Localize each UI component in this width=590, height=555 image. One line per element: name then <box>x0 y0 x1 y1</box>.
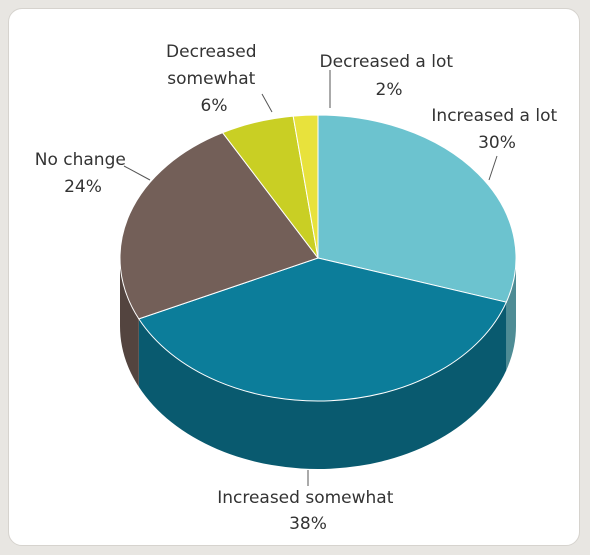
pie-slice-increased-somewhat <box>138 257 508 402</box>
leader-increased-a-lot <box>488 155 498 181</box>
pie-side-increased-somewhat <box>138 302 507 470</box>
label-increased-a-lot: Increased a lot 30% <box>431 106 562 153</box>
leader-no-change <box>123 165 151 181</box>
leader-line-group <box>123 70 498 486</box>
label-decreased-somewhat: Decreased somewhat 6% <box>166 42 262 116</box>
pie-top-group <box>119 114 517 402</box>
pie-side-increased-a-lot <box>506 258 516 371</box>
pie-slice-increased-a-lot <box>317 114 517 303</box>
pie-slice-decreased-a-lot <box>292 114 319 259</box>
leader-decreased-somewhat <box>261 93 273 113</box>
label-decreased-a-lot: Decreased a lot 2% <box>320 52 459 100</box>
label-increased-somewhat: Increased somewhat 38% <box>217 488 399 534</box>
pie-slice-no-change <box>119 132 319 320</box>
label-no-change: No change 24% <box>35 150 132 197</box>
